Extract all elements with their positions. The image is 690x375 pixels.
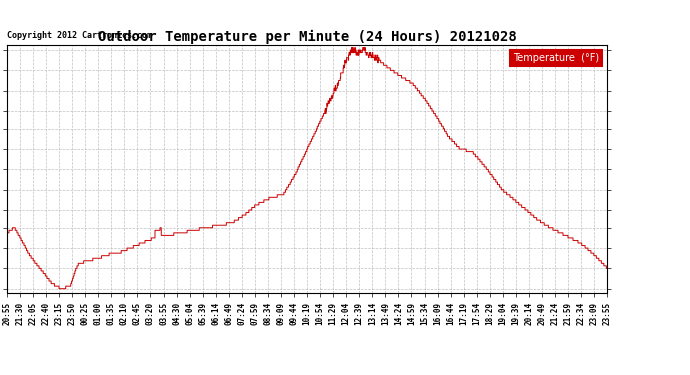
Title: Outdoor Temperature per Minute (24 Hours) 20121028: Outdoor Temperature per Minute (24 Hours… — [98, 30, 516, 44]
Legend: Temperature  (°F): Temperature (°F) — [511, 50, 602, 66]
Text: Copyright 2012 Cartronics.com: Copyright 2012 Cartronics.com — [7, 31, 152, 40]
